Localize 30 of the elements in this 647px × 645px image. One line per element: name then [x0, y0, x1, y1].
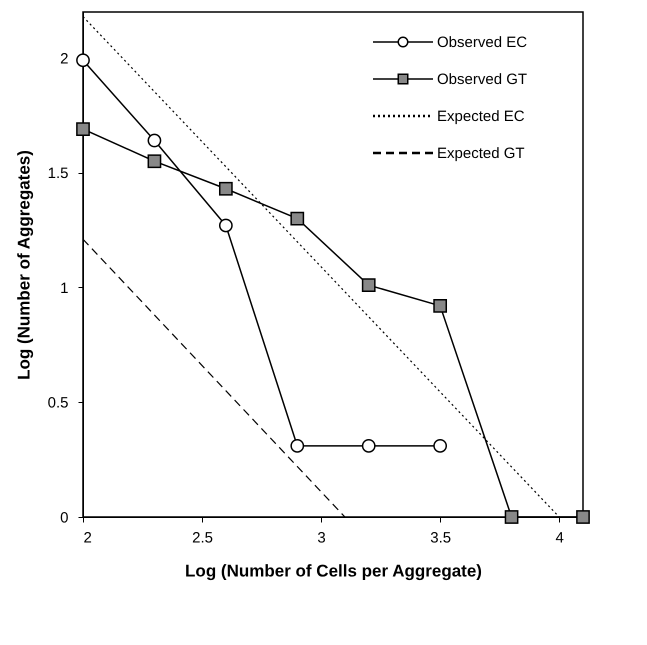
legend-label: Observed GT: [437, 71, 528, 88]
x-tick-label: 3: [317, 530, 326, 546]
point: [290, 438, 304, 453]
y-tick-label: 0.5: [48, 394, 68, 412]
x-tick-label: 3.5: [430, 530, 452, 546]
point: [362, 278, 376, 292]
x-tick-label: 2.5: [192, 530, 213, 546]
point: [576, 510, 590, 524]
point: [76, 53, 90, 68]
point: [433, 298, 448, 313]
y-tick-label: 2: [60, 50, 68, 68]
legend-label: Observed EC: [437, 34, 528, 51]
x-axis-title: Log (Number of Cells per Aggregate): [185, 562, 482, 580]
legend-label: Expected EC: [437, 108, 525, 125]
y-tick-label: 0: [60, 510, 68, 526]
y-axis-title: Log (Number of Aggregates): [14, 150, 34, 380]
y-tick-label: 1.5: [48, 165, 68, 182]
legend-label: Expected GT: [437, 145, 525, 162]
point: [76, 122, 90, 136]
point: [433, 438, 448, 453]
x-tick-label: 4: [556, 530, 564, 546]
point: [148, 154, 162, 168]
point: [218, 182, 233, 196]
point: [218, 218, 233, 232]
point: [362, 438, 376, 453]
point: [148, 134, 162, 148]
point: [504, 510, 518, 524]
y-tick-label: 1: [60, 280, 68, 297]
x-tick-label: 2: [84, 530, 92, 546]
point: [290, 212, 304, 226]
